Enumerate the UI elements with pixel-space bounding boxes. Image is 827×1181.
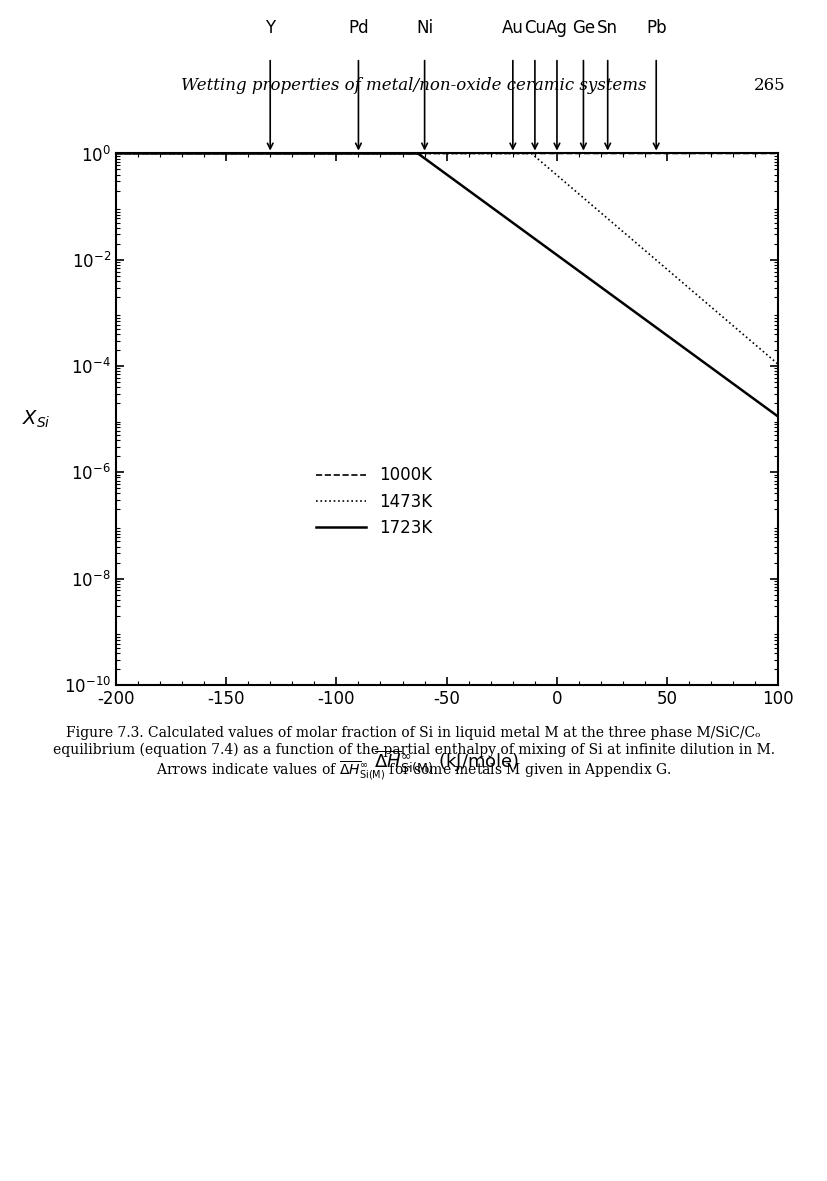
1723K	[145, 146, 155, 161]
Text: Figure 7.3. Calculated values of molar fraction of Si in liquid metal M at the t: Figure 7.3. Calculated values of molar f…	[53, 726, 774, 783]
Legend: 1000K, 1473K, 1723K: 1000K, 1473K, 1723K	[309, 459, 439, 543]
1000K	[415, 146, 425, 161]
Text: Cu: Cu	[523, 19, 546, 37]
1000K	[772, 146, 782, 161]
Y-axis label: $X_{Si}$: $X_{Si}$	[22, 409, 50, 430]
Text: Ag: Ag	[546, 19, 568, 37]
Text: $\overline{\Delta H}^{\infty}_{\mathrm{Si(M)}}$ (kJ/mole): $\overline{\Delta H}^{\infty}_{\mathrm{S…	[374, 749, 519, 776]
1000K	[111, 146, 121, 161]
Line: 1723K: 1723K	[116, 154, 777, 416]
Text: Au: Au	[502, 19, 523, 37]
1473K	[753, 340, 762, 354]
1473K	[145, 146, 155, 161]
1473K	[433, 146, 442, 161]
1473K	[772, 357, 782, 371]
1723K	[753, 396, 763, 410]
Text: 265: 265	[753, 77, 785, 93]
1000K	[632, 146, 642, 161]
Text: Ni: Ni	[416, 19, 433, 37]
1723K	[772, 409, 782, 423]
1723K	[753, 394, 762, 409]
Text: Y: Y	[265, 19, 275, 37]
Text: Sn: Sn	[597, 19, 618, 37]
1000K	[753, 146, 762, 161]
Line: 1473K: 1473K	[116, 154, 777, 364]
Text: Pb: Pb	[646, 19, 667, 37]
1000K	[145, 146, 155, 161]
Text: Ge: Ge	[571, 19, 595, 37]
Text: Wetting properties of metal/non-oxide ceramic systems: Wetting properties of metal/non-oxide ce…	[181, 77, 646, 93]
1723K	[433, 161, 442, 175]
1000K	[753, 146, 763, 161]
1473K	[753, 340, 763, 354]
1723K	[415, 148, 425, 162]
1000K	[433, 146, 442, 161]
Text: Pd: Pd	[348, 19, 369, 37]
1723K	[632, 306, 642, 320]
1473K	[111, 146, 121, 161]
1723K	[111, 146, 121, 161]
1473K	[632, 236, 642, 250]
1473K	[415, 146, 425, 161]
